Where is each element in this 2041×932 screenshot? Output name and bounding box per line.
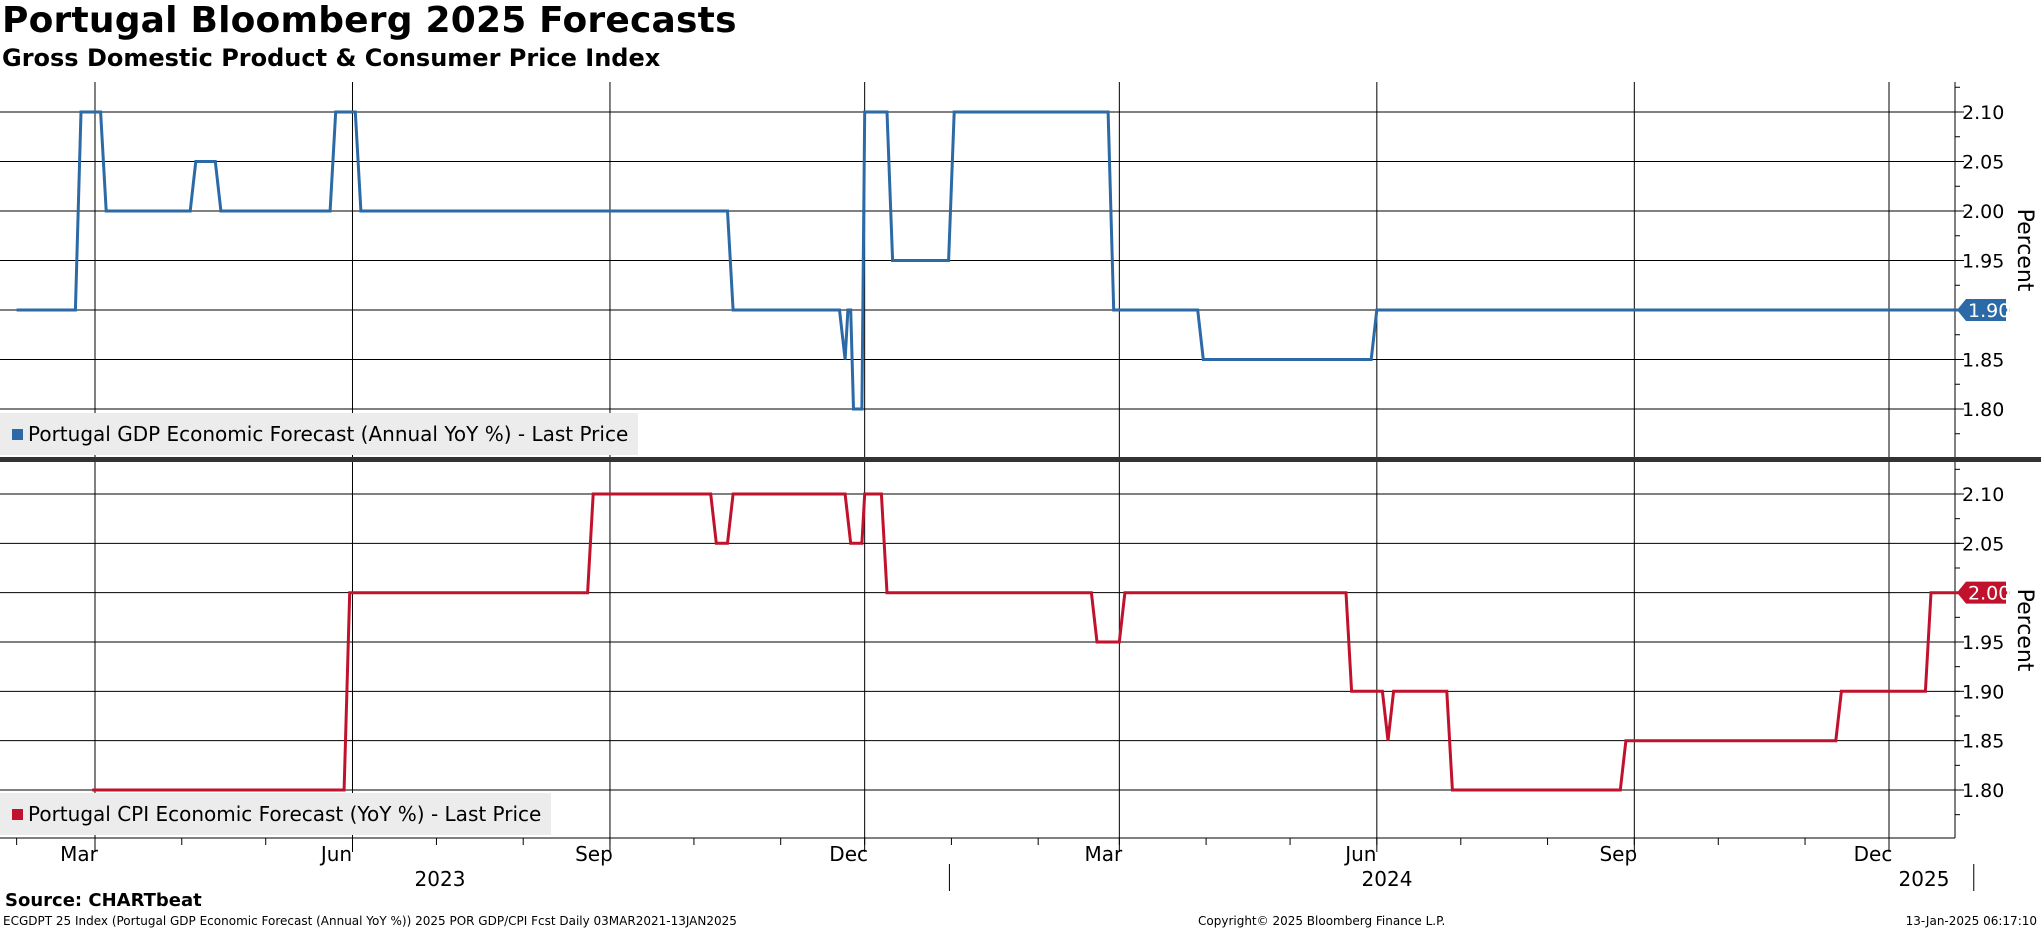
x-tick-label: Sep: [1599, 842, 1637, 866]
legend-cpi-label: Portugal CPI Economic Forecast (YoY %) -…: [28, 802, 542, 826]
panel-separator: [0, 457, 2041, 462]
y-tick-label: 1.85: [1962, 731, 2004, 753]
series-line-cpi: [92, 492, 2010, 792]
x-tick-label: Mar: [60, 842, 99, 866]
y-tick-label: 1.85: [1962, 350, 2004, 372]
x-tick-label: Dec: [829, 842, 868, 866]
x-tick-label: Mar: [1084, 842, 1123, 866]
last-value-tag-cpi: [1957, 581, 2006, 604]
chart-title: Portugal Bloomberg 2025 Forecasts: [2, 0, 737, 41]
legend-cpi-swatch: [12, 808, 23, 820]
y-tick-label: 1.95: [1962, 251, 2004, 273]
last-value-tag-gdp: [1957, 299, 2006, 321]
series-line-gdp: [16, 110, 2010, 411]
last-value-label-cpi: 2.00: [1968, 583, 2010, 605]
y-tick-label: 1.80: [1962, 399, 2004, 421]
x-tick-label: Dec: [1854, 842, 1893, 866]
y-tick-label: 1.95: [1962, 632, 2004, 654]
legend-gdp-swatch: [12, 428, 23, 440]
y-tick-label: 2.05: [1962, 533, 2004, 555]
x-tick-label: Sep: [575, 842, 613, 866]
legend-cpi: Portugal CPI Economic Forecast (YoY %) -…: [0, 793, 552, 835]
x-year-label: 2024: [1362, 867, 1413, 891]
y-tick-label: 2.10: [1962, 102, 2004, 124]
footer-ticker-info: ECGDPT 25 Index (Portugal GDP Economic F…: [3, 914, 737, 928]
source-note: Source: CHARTbeat: [5, 890, 202, 911]
y-tick-label: 2.10: [1962, 484, 2004, 506]
x-year-label: 2025: [1899, 867, 1950, 891]
x-tick-label: Jun: [319, 842, 352, 866]
x-year-label: 2023: [415, 867, 466, 891]
chart-subtitle: Gross Domestic Product & Consumer Price …: [2, 44, 661, 72]
footer-copyright: Copyright© 2025 Bloomberg Finance L.P.: [1198, 914, 1446, 928]
legend-gdp-label: Portugal GDP Economic Forecast (Annual Y…: [28, 422, 629, 446]
y-tick-label: 2.05: [1962, 152, 2004, 174]
y-tick-label: 1.80: [1962, 780, 2004, 802]
y-tick-label: 1.90: [1962, 681, 2004, 703]
last-value-label-gdp: 1.90: [1968, 300, 2010, 322]
footer-timestamp: 13-Jan-2025 06:17:10: [1905, 914, 2037, 928]
legend-gdp: Portugal GDP Economic Forecast (Annual Y…: [0, 413, 639, 455]
y-axis-title: Percent: [2012, 209, 2037, 292]
y-axis-title: Percent: [2012, 589, 2037, 672]
x-tick-label: Jun: [1343, 842, 1376, 866]
y-tick-label: 2.00: [1962, 201, 2004, 223]
